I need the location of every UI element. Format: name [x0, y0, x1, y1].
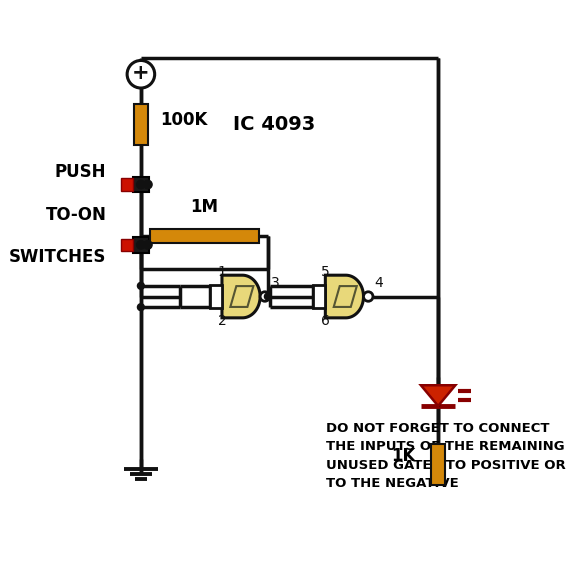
Polygon shape: [222, 275, 260, 318]
Text: 3: 3: [272, 276, 280, 289]
Text: PUSH: PUSH: [55, 163, 106, 181]
Text: SWITCHES: SWITCHES: [9, 248, 106, 266]
Circle shape: [260, 292, 270, 301]
Bar: [134, 103, 148, 145]
Circle shape: [137, 282, 144, 289]
Bar: [121, 178, 133, 191]
Text: 1K: 1K: [391, 447, 416, 465]
Circle shape: [137, 303, 144, 311]
Text: 2: 2: [218, 314, 227, 328]
Text: 1M: 1M: [190, 198, 218, 215]
Text: 5: 5: [321, 265, 330, 279]
Bar: [121, 239, 133, 251]
Circle shape: [265, 293, 272, 300]
Circle shape: [127, 60, 155, 88]
Text: TO-ON: TO-ON: [46, 205, 106, 224]
Circle shape: [137, 241, 145, 249]
Polygon shape: [421, 385, 456, 406]
Bar: [313, 285, 325, 308]
Text: 1: 1: [217, 265, 227, 279]
Circle shape: [144, 180, 152, 189]
Circle shape: [363, 292, 373, 301]
Text: IC 4093: IC 4093: [234, 114, 315, 134]
Bar: [150, 230, 259, 243]
Text: +: +: [132, 63, 150, 83]
Bar: [431, 444, 445, 485]
Circle shape: [137, 180, 145, 189]
Text: 100K: 100K: [160, 111, 207, 129]
Bar: [133, 177, 149, 193]
Text: DO NOT FORGET TO CONNECT
THE INPUTS OF THE REMAINING
UNUSED GATES TO POSITIVE OR: DO NOT FORGET TO CONNECT THE INPUTS OF T…: [326, 422, 566, 490]
Text: 4: 4: [375, 276, 384, 289]
Circle shape: [144, 241, 152, 249]
Text: 6: 6: [321, 314, 330, 328]
Bar: [133, 237, 149, 252]
Bar: [210, 285, 222, 308]
Polygon shape: [325, 275, 363, 318]
